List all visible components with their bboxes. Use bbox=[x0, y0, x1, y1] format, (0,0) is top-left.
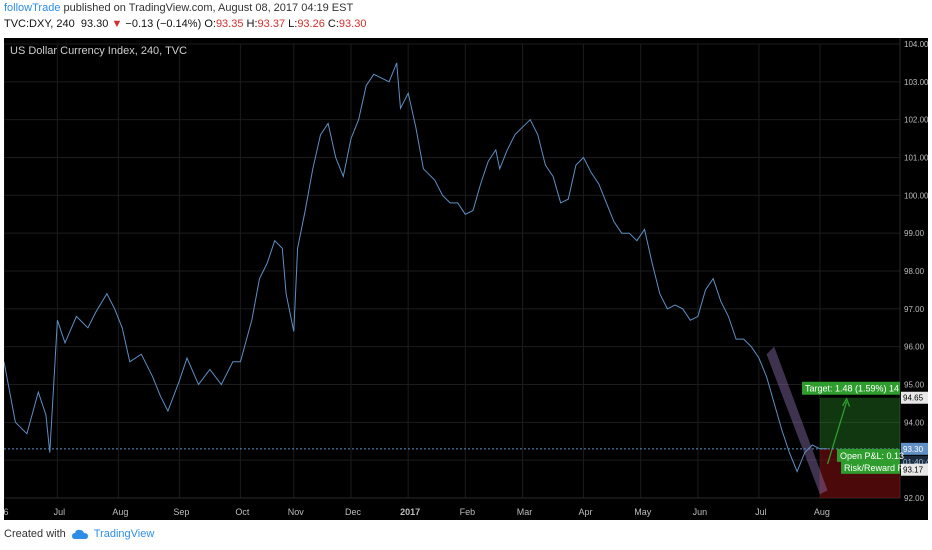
projection-arrow bbox=[826, 401, 848, 465]
x-tick-label: Sep bbox=[173, 507, 189, 517]
high-value: 93.37 bbox=[257, 18, 286, 30]
open-label: O: bbox=[204, 18, 216, 30]
risk-reward-label-bg bbox=[841, 460, 900, 474]
open-value: 93.35 bbox=[215, 18, 244, 30]
low-label: L: bbox=[288, 18, 298, 30]
x-tick-label: 6 bbox=[4, 507, 9, 517]
target-label: Target: 1.48 (1.59%) 14 bbox=[805, 384, 899, 394]
y-tick-label: 92.00 bbox=[904, 494, 925, 503]
position-zones bbox=[766, 346, 900, 498]
y-tick-label: 94.00 bbox=[904, 418, 925, 427]
stop-price-badge: 93.17 bbox=[903, 466, 924, 475]
x-tick-label: Dec bbox=[345, 507, 362, 517]
footer: Created with TradingView bbox=[4, 528, 154, 540]
y-tick-label: 95.00 bbox=[904, 381, 925, 390]
author-link[interactable]: followTrade bbox=[4, 2, 61, 14]
y-tick-label: 101.00 bbox=[904, 154, 928, 163]
x-tick-label: Feb bbox=[460, 507, 476, 517]
price-series-line bbox=[3, 62, 828, 473]
tradingview-cloud-icon bbox=[71, 529, 88, 539]
pnl-label-bg bbox=[837, 448, 900, 462]
price-chart[interactable]: 92.0093.0094.0095.0096.0097.0098.0099.00… bbox=[3, 38, 932, 520]
chart-panel[interactable]: 92.0093.0094.0095.0096.0097.0098.0099.00… bbox=[3, 38, 932, 520]
y-tick-label: 100.00 bbox=[904, 191, 928, 200]
x-axis: 6 Jul Aug Sep Oct Nov Dec 2017 Feb Mar Apr May Jun Ju… bbox=[3, 507, 830, 517]
target-zone bbox=[819, 397, 900, 449]
x-tick-label: May bbox=[634, 507, 652, 517]
x-tick-label: Jul bbox=[54, 507, 66, 517]
low-value: 93.26 bbox=[297, 18, 325, 30]
created-with-text: Created with bbox=[4, 528, 66, 540]
y-tick-label: 99.00 bbox=[904, 229, 925, 238]
y-tick-label: 96.00 bbox=[904, 343, 925, 352]
y-tick-label: 98.00 bbox=[904, 267, 925, 276]
x-tick-label: Oct bbox=[235, 507, 250, 517]
current-price-badge: 93.30 bbox=[903, 445, 924, 454]
grid-lines bbox=[3, 38, 901, 499]
high-label: H: bbox=[246, 18, 258, 30]
target-price-badge: 94.65 bbox=[903, 394, 924, 403]
x-tick-label: Aug bbox=[112, 507, 128, 517]
publish-line: followTrade published on TradingView.com… bbox=[4, 2, 353, 14]
x-tick-label: Jul bbox=[755, 507, 767, 517]
x-tick-label: Apr bbox=[579, 507, 593, 517]
arrow-head-icon bbox=[842, 397, 851, 407]
channel-shade bbox=[766, 346, 828, 495]
y-tick-label: 102.00 bbox=[904, 116, 928, 125]
y-axis: 92.0093.0094.0095.0096.0097.0098.0099.00… bbox=[904, 40, 929, 503]
x-tick-label: Jun bbox=[693, 507, 708, 517]
y-tick-label: 97.00 bbox=[904, 305, 925, 314]
y-tick-label: 104.00 bbox=[904, 40, 928, 49]
price-change: −0.13 (−0.14%) bbox=[125, 18, 202, 30]
pnl-label: Open P&L: 0.13 bbox=[840, 451, 904, 461]
down-arrow-icon: ▼ bbox=[111, 18, 123, 30]
current-price-badge-bg bbox=[901, 442, 928, 455]
x-tick-label: Mar bbox=[517, 507, 533, 517]
symbol-label: TVC:DXY, 240 bbox=[4, 18, 75, 30]
countdown-badge: 01:40:44 bbox=[903, 458, 928, 467]
published-text: published on TradingView.com, August 08,… bbox=[63, 2, 354, 14]
y-tick-label: 103.00 bbox=[904, 78, 928, 87]
price-badges: 94.65 93.30 01:40:4493.17 Target: 1.48 (1.5… bbox=[802, 381, 932, 476]
ohlc-readout: TVC:DXY, 240 93.30 ▼ −0.13 (−0.14%) O:93… bbox=[4, 18, 366, 30]
risk-reward-label: Risk/Reward R bbox=[844, 463, 905, 473]
close-value: 93.30 bbox=[338, 18, 367, 30]
close-label: C: bbox=[327, 18, 339, 30]
chart-title: US Dollar Currency Index, 240, TVC bbox=[10, 45, 187, 57]
x-tick-label: Aug bbox=[814, 507, 830, 517]
last-price: 93.30 bbox=[80, 18, 109, 30]
stop-price-badge-bg bbox=[901, 463, 928, 476]
x-tick-label: 2017 bbox=[400, 507, 420, 517]
target-price-badge-bg bbox=[901, 391, 928, 404]
tradingview-link[interactable]: TradingView bbox=[93, 528, 155, 540]
target-label-bg bbox=[802, 381, 900, 395]
x-tick-label: Nov bbox=[288, 507, 305, 517]
